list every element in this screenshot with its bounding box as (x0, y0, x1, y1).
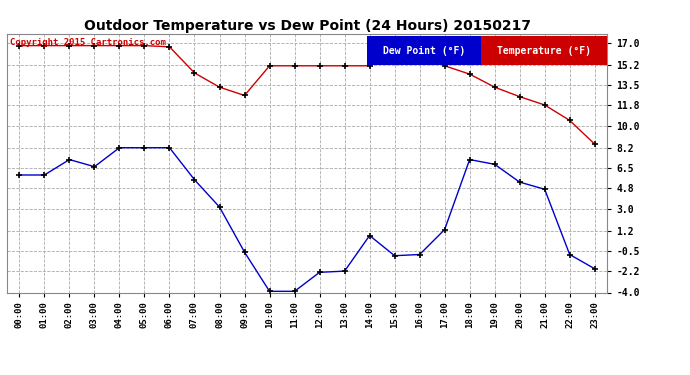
Bar (367, 36, 481, 65)
Title: Outdoor Temperature vs Dew Point (24 Hours) 20150217: Outdoor Temperature vs Dew Point (24 Hou… (83, 19, 531, 33)
Text: Dew Point (°F): Dew Point (°F) (383, 45, 465, 56)
Bar (481, 36, 607, 65)
Text: Temperature (°F): Temperature (°F) (497, 46, 591, 56)
Text: Copyright 2015 Cartronics.com: Copyright 2015 Cartronics.com (10, 38, 166, 46)
